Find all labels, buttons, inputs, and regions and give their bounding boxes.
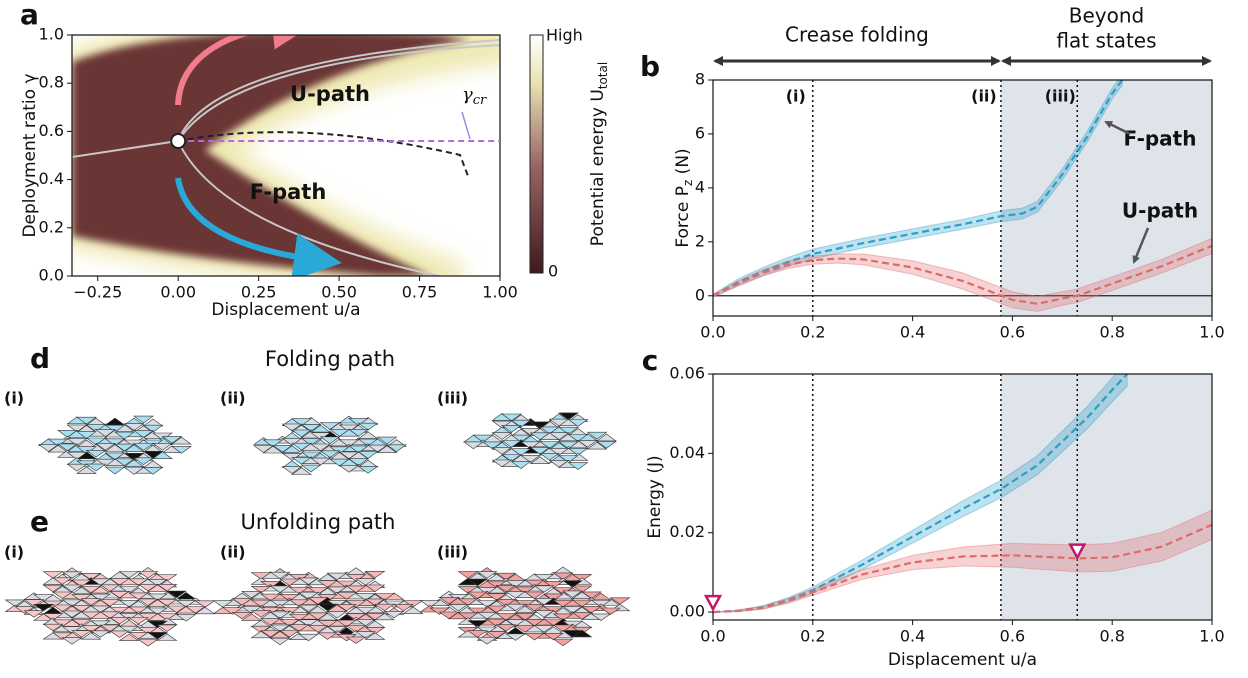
panel-title: Folding path [265,347,395,371]
text-part: Energy (J) [645,455,665,538]
origami-facet [601,608,620,615]
x-tick-label: 0.75 [402,283,438,302]
panel-label: b [640,50,660,83]
v-line-label: (i) [786,87,806,106]
panel-label: e [30,505,49,538]
colorbar [530,35,543,273]
y-tick-label: 6 [695,123,705,142]
y-tick-label: 0.4 [39,169,64,188]
region-label: Beyond [1069,4,1144,28]
y-tick-label: 1.0 [39,25,64,44]
x-tick-label: 0.2 [800,627,825,646]
origami-facet [106,467,125,474]
colorbar-label: Potential energy Utotal [588,62,610,246]
origami-facet [347,637,366,644]
colorbar-low: 0 [548,262,558,281]
origami-facet [63,638,82,645]
marker [706,596,720,609]
step-label: (i) [4,389,24,408]
text-part: total [596,62,610,89]
y-tick-label: 0.04 [669,443,705,462]
step-label: (iii) [437,389,468,408]
path-label: F-path [250,180,327,204]
text-part: γ [462,84,473,105]
y-tick-label: 2 [695,231,705,250]
y-tick-label: 0.02 [669,522,705,541]
y-axis-label: Deployment ratio γ [20,73,40,237]
series-label: U-path [1122,199,1198,223]
step-label: (ii) [220,389,246,408]
x-axis-label: Displacement u/a [211,300,360,320]
x-tick-label: 0.2 [800,323,825,342]
origami-facet [139,640,158,647]
step-label: (iii) [437,543,468,562]
origami-facet [478,638,497,645]
text-part: Force P [673,186,693,248]
x-tick-label: 0.6 [1000,627,1025,646]
origami-facet [347,568,366,575]
text-part: Potential energy U [588,89,608,246]
x-tick-label: 0.6 [1000,323,1025,342]
y-tick-label: 0 [695,285,705,304]
critical-point [171,134,185,148]
shaded-region [1001,374,1212,620]
heatmap-field [72,23,500,276]
x-tick-label: −0.25 [73,283,122,302]
origami-facet [271,638,290,645]
origami-facet [554,639,573,646]
text-part: (N) [673,148,693,179]
y-tick-label: 0.2 [39,217,64,236]
y-axis-label: Energy (J) [645,455,665,538]
v-line-label: (ii) [971,87,997,106]
y-tick-label: 0.8 [39,73,64,92]
x-tick-label: 0.50 [321,283,357,302]
x-tick-label: 0.00 [160,283,196,302]
x-tick-label: 1.0 [1199,627,1224,646]
text-part: cr [473,93,487,108]
v-line-label: (iii) [1045,87,1076,106]
y-tick-label: 0.00 [669,602,705,621]
path-label: U-path [290,82,370,106]
region-label: flat states [1056,29,1156,53]
panel-title: Unfolding path [241,510,396,534]
y-tick-label: 8 [695,70,705,89]
series-label: F-path [1124,127,1197,151]
step-label: (i) [4,543,24,562]
panel-label: c [642,344,659,377]
y-tick-label: 0.06 [669,364,705,383]
x-tick-label: 1.00 [482,283,518,302]
x-axis-label: Displacement u/a [888,650,1037,670]
panel-label: a [20,0,39,31]
x-tick-label: 0.8 [1099,323,1124,342]
x-tick-label: 0.4 [900,627,925,646]
y-tick-label: 4 [695,177,705,196]
region-label: Crease folding [785,23,929,47]
x-tick-label: 0.25 [241,283,277,302]
x-tick-label: 1.0 [1199,323,1224,342]
y-tick-label: 0.0 [39,266,64,285]
x-tick-label: 0.4 [900,323,925,342]
y-axis-label: Force Pz (N) [673,148,695,247]
x-tick-label: 0.0 [700,627,725,646]
y-tick-label: 0.6 [39,121,64,140]
origami-facet [106,418,125,425]
figure: d Folding path e Unfolding path −0.25 0.0… [0,0,1248,678]
panel-label: d [30,342,50,375]
colorbar-high: High [546,26,583,45]
x-tick-label: 0.0 [700,323,725,342]
step-label: (ii) [220,543,246,562]
x-tick-label: 0.8 [1099,627,1124,646]
